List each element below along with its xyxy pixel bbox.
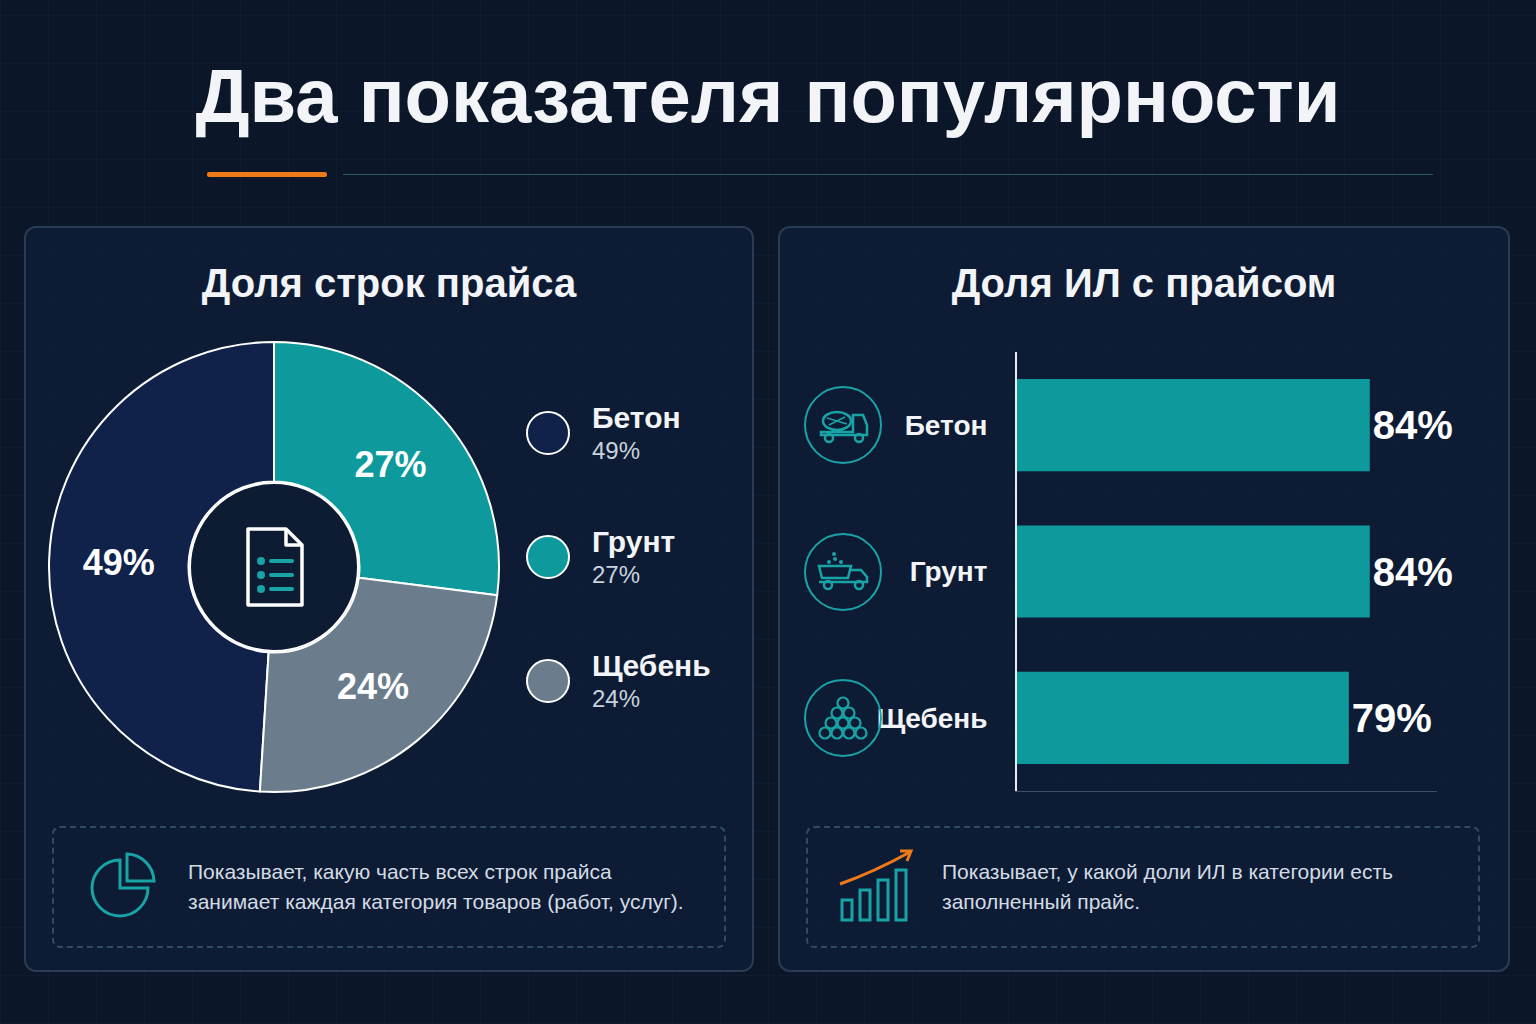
html-text:Показывает, у какой доли ИЛ в: Показывает, у какой доли ИЛ в категории …	[942, 860, 1393, 913]
svg-text:79%: 79%	[1352, 696, 1432, 740]
svg-text:27%: 27%	[354, 444, 426, 485]
html-text:Два показателя популярности: Два показателя популярности	[195, 53, 1341, 138]
svg-text:84%: 84%	[1373, 550, 1453, 594]
html-text:Бетон: Бетон	[592, 401, 681, 434]
svg-text:Доля ИЛ с прайсом: Доля ИЛ с прайсом	[952, 261, 1337, 305]
html-text:Показывает, какую часть всех с: Показывает, какую часть всех строк прайс…	[188, 860, 684, 913]
svg-text:49%: 49%	[83, 542, 155, 583]
html-text:49%: 49%	[592, 437, 640, 464]
html-text:27%: 27%	[592, 561, 640, 588]
svg-text:Бетон: Бетон	[905, 410, 988, 441]
svg-text:Грунт: Грунт	[910, 556, 988, 587]
html-text:Щебень: Щебень	[592, 649, 711, 682]
svg-text:84%: 84%	[1373, 403, 1453, 447]
svg-text:24%: 24%	[337, 666, 409, 707]
html-text:Грунт: Грунт	[592, 525, 676, 558]
html-text:24%: 24%	[592, 685, 640, 712]
svg-text:Щебень: Щебень	[877, 703, 988, 734]
svg-text:Доля строк прайса: Доля строк прайса	[202, 261, 577, 305]
